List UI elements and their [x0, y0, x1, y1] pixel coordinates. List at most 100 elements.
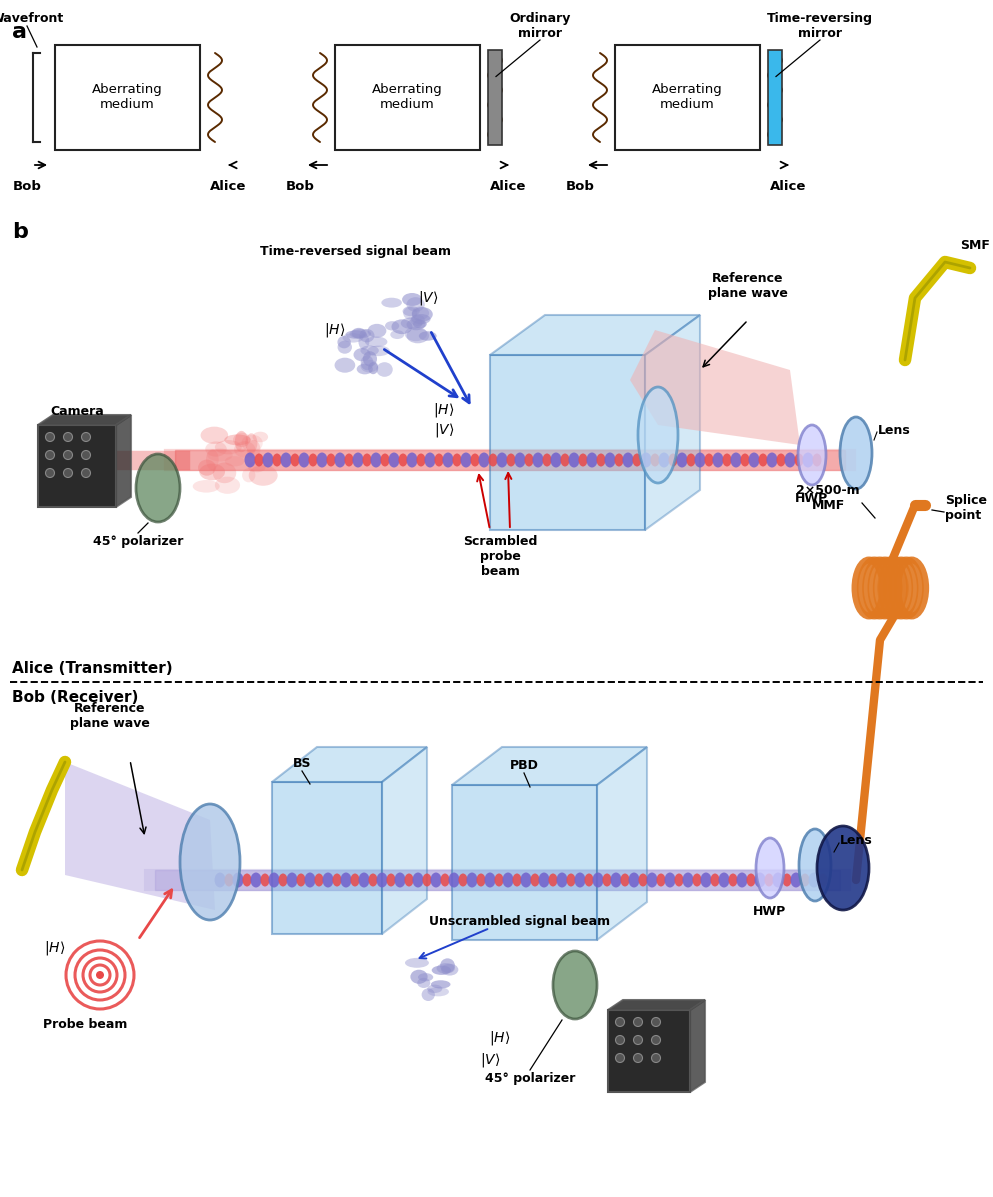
Polygon shape	[608, 1010, 690, 1092]
Ellipse shape	[777, 454, 785, 467]
Ellipse shape	[417, 978, 430, 988]
Text: Camera: Camera	[50, 405, 104, 418]
Ellipse shape	[605, 452, 616, 468]
Ellipse shape	[664, 873, 675, 887]
Ellipse shape	[233, 432, 250, 446]
Ellipse shape	[335, 358, 355, 372]
Bar	[335, 45, 480, 150]
Ellipse shape	[359, 329, 374, 342]
Ellipse shape	[224, 456, 244, 467]
Ellipse shape	[198, 460, 215, 475]
Ellipse shape	[711, 874, 720, 887]
Ellipse shape	[272, 454, 281, 467]
Ellipse shape	[799, 830, 831, 901]
Ellipse shape	[877, 566, 909, 610]
Ellipse shape	[431, 873, 442, 887]
Ellipse shape	[46, 432, 55, 442]
Text: Alice (Transmitter): Alice (Transmitter)	[12, 661, 173, 676]
Ellipse shape	[556, 873, 568, 887]
Text: |H$\rangle$: |H$\rangle$	[45, 938, 66, 956]
Ellipse shape	[749, 452, 760, 468]
Ellipse shape	[268, 873, 279, 887]
Ellipse shape	[46, 450, 55, 460]
Text: Aberrating
medium: Aberrating medium	[372, 84, 443, 111]
Ellipse shape	[640, 452, 651, 468]
Ellipse shape	[412, 873, 423, 887]
Ellipse shape	[370, 452, 381, 468]
Ellipse shape	[646, 873, 657, 887]
Polygon shape	[452, 785, 597, 940]
Ellipse shape	[532, 452, 543, 468]
Ellipse shape	[798, 425, 826, 485]
Text: Probe beam: Probe beam	[43, 1017, 127, 1031]
Text: Unscrambled signal beam: Unscrambled signal beam	[429, 915, 611, 928]
Ellipse shape	[367, 324, 386, 338]
Ellipse shape	[650, 454, 659, 467]
Text: HWP: HWP	[754, 905, 786, 918]
Ellipse shape	[496, 452, 507, 468]
Text: |V$\rangle$: |V$\rangle$	[434, 421, 454, 439]
Ellipse shape	[422, 989, 435, 1001]
Text: PBD: PBD	[509, 759, 538, 772]
Ellipse shape	[246, 440, 260, 458]
Text: Bob: Bob	[286, 180, 315, 193]
Ellipse shape	[651, 1035, 660, 1045]
Ellipse shape	[422, 874, 432, 887]
Ellipse shape	[242, 874, 251, 887]
Ellipse shape	[441, 874, 450, 887]
Text: b: b	[12, 221, 28, 242]
Ellipse shape	[403, 306, 417, 320]
Ellipse shape	[367, 346, 390, 357]
Ellipse shape	[338, 336, 351, 348]
Polygon shape	[65, 762, 215, 910]
Ellipse shape	[548, 874, 557, 887]
Ellipse shape	[485, 873, 496, 887]
Ellipse shape	[765, 874, 774, 887]
Text: Bob: Bob	[566, 180, 595, 193]
Text: |H$\rangle$: |H$\rangle$	[324, 321, 345, 339]
Ellipse shape	[245, 433, 257, 452]
Ellipse shape	[206, 442, 226, 456]
Text: HWP: HWP	[795, 492, 828, 505]
Ellipse shape	[794, 454, 803, 467]
Ellipse shape	[530, 874, 539, 887]
Ellipse shape	[634, 1017, 642, 1027]
Ellipse shape	[453, 454, 462, 467]
Text: 2×500-m
MMF: 2×500-m MMF	[796, 484, 860, 512]
Ellipse shape	[674, 874, 683, 887]
Ellipse shape	[287, 873, 298, 887]
Ellipse shape	[800, 874, 809, 887]
Bar	[488, 50, 502, 145]
Ellipse shape	[638, 387, 678, 484]
Ellipse shape	[351, 874, 359, 887]
Ellipse shape	[729, 874, 738, 887]
Ellipse shape	[611, 873, 622, 887]
Ellipse shape	[241, 435, 263, 451]
Ellipse shape	[365, 336, 387, 347]
Ellipse shape	[333, 874, 342, 887]
Text: SMF: SMF	[960, 239, 990, 253]
Ellipse shape	[64, 468, 72, 478]
Ellipse shape	[214, 476, 240, 494]
Ellipse shape	[719, 873, 730, 887]
Ellipse shape	[502, 873, 513, 887]
Bar	[768, 50, 782, 145]
Ellipse shape	[514, 452, 525, 468]
Ellipse shape	[638, 874, 647, 887]
Ellipse shape	[477, 874, 486, 887]
Text: BS: BS	[293, 757, 311, 770]
Ellipse shape	[64, 432, 72, 442]
Ellipse shape	[741, 454, 750, 467]
Ellipse shape	[700, 873, 712, 887]
Text: Wavefront: Wavefront	[0, 12, 64, 25]
Ellipse shape	[616, 1053, 625, 1063]
Ellipse shape	[412, 306, 429, 320]
Ellipse shape	[208, 449, 232, 461]
Ellipse shape	[401, 317, 423, 329]
Ellipse shape	[437, 964, 455, 973]
Ellipse shape	[224, 874, 233, 887]
Text: 45° polarizer: 45° polarizer	[485, 1073, 575, 1084]
Ellipse shape	[309, 454, 318, 467]
Text: |V$\rangle$: |V$\rangle$	[418, 288, 438, 306]
Bar	[615, 45, 760, 150]
